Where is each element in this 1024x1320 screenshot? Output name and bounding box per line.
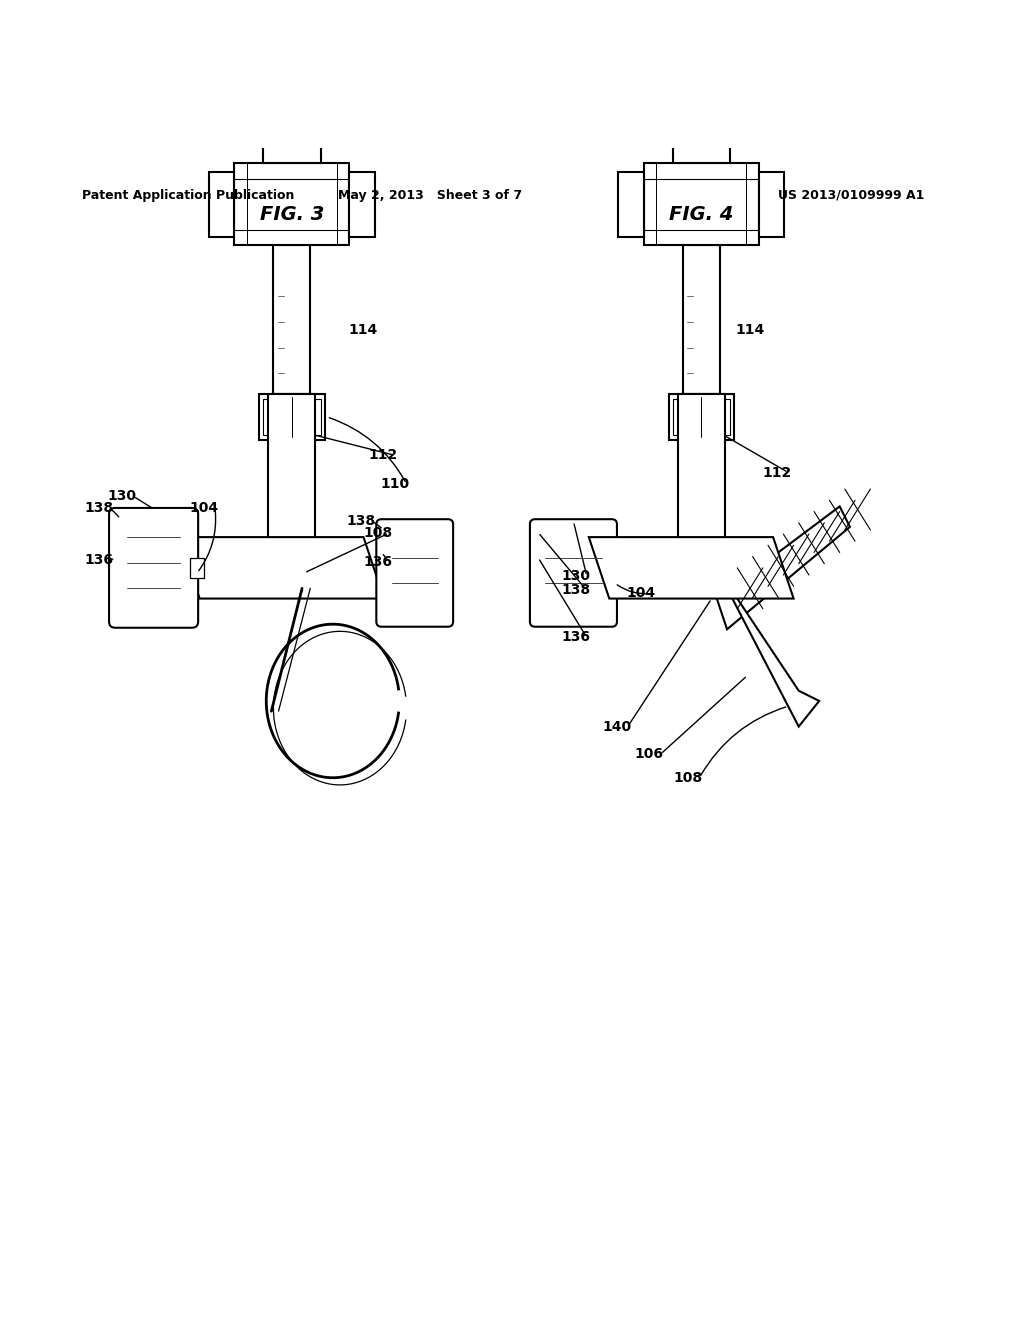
Text: 138: 138 bbox=[84, 502, 113, 515]
Bar bbox=[234, 164, 349, 246]
Bar bbox=[263, 123, 321, 164]
Text: 108: 108 bbox=[674, 771, 702, 785]
FancyBboxPatch shape bbox=[621, 37, 782, 137]
Text: US 2013/0109999 A1: US 2013/0109999 A1 bbox=[778, 189, 925, 202]
Bar bbox=[759, 172, 784, 238]
Text: May 2, 2013   Sheet 3 of 7: May 2, 2013 Sheet 3 of 7 bbox=[338, 189, 522, 202]
Bar bbox=[678, 393, 725, 578]
Text: 104: 104 bbox=[627, 586, 655, 601]
Text: 112: 112 bbox=[763, 466, 793, 479]
Text: 106: 106 bbox=[635, 747, 664, 762]
Text: FIG. 3: FIG. 3 bbox=[260, 205, 324, 224]
Text: 110: 110 bbox=[381, 477, 410, 491]
Text: 136: 136 bbox=[84, 553, 113, 566]
Text: FIG. 4: FIG. 4 bbox=[670, 205, 733, 224]
Bar bbox=[669, 393, 734, 440]
Polygon shape bbox=[727, 583, 819, 726]
Text: Patent Application Publication: Patent Application Publication bbox=[82, 189, 294, 202]
Text: 136: 136 bbox=[561, 631, 590, 644]
Text: 138: 138 bbox=[346, 513, 375, 528]
Polygon shape bbox=[589, 537, 794, 598]
FancyBboxPatch shape bbox=[530, 519, 616, 627]
Text: 114: 114 bbox=[735, 323, 765, 338]
Polygon shape bbox=[179, 537, 384, 598]
FancyBboxPatch shape bbox=[376, 519, 453, 627]
Text: 130: 130 bbox=[561, 569, 590, 583]
Bar bbox=[683, 246, 720, 393]
FancyBboxPatch shape bbox=[211, 37, 373, 137]
Text: 112: 112 bbox=[369, 449, 398, 462]
Bar bbox=[273, 246, 310, 393]
Bar bbox=[349, 172, 375, 238]
Text: 130: 130 bbox=[108, 490, 136, 503]
Text: 140: 140 bbox=[602, 719, 631, 734]
Bar bbox=[259, 393, 325, 440]
Text: 138: 138 bbox=[561, 583, 590, 598]
Text: 108: 108 bbox=[364, 527, 392, 540]
Bar bbox=[673, 399, 730, 434]
Text: 136: 136 bbox=[364, 554, 392, 569]
Bar bbox=[673, 123, 730, 164]
FancyBboxPatch shape bbox=[109, 508, 198, 628]
Bar bbox=[209, 172, 234, 238]
Bar bbox=[618, 172, 644, 238]
Text: 104: 104 bbox=[189, 502, 218, 515]
Polygon shape bbox=[717, 507, 850, 630]
Bar bbox=[268, 393, 315, 578]
Bar bbox=[263, 399, 321, 434]
Bar bbox=[189, 557, 204, 578]
Text: 114: 114 bbox=[348, 323, 378, 338]
Bar bbox=[644, 164, 759, 246]
